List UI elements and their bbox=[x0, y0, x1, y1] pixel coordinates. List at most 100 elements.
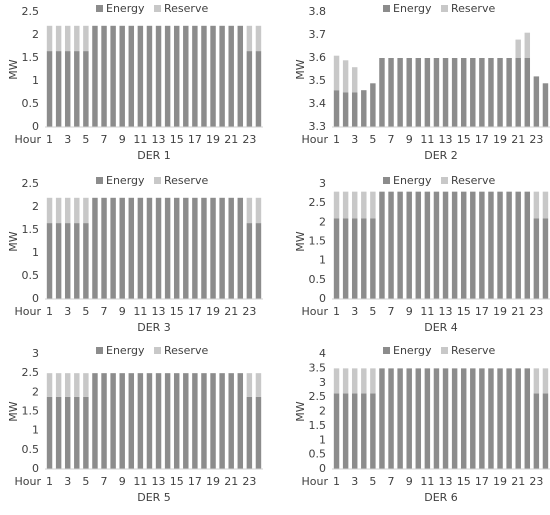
bar-segment bbox=[237, 197, 244, 299]
bar-segment bbox=[101, 25, 107, 127]
bar-segment bbox=[479, 191, 485, 299]
bar-segment bbox=[333, 218, 340, 299]
y-tick-label: 2.5 bbox=[22, 177, 40, 190]
bar-segment bbox=[74, 25, 80, 52]
bar-segment bbox=[524, 191, 531, 299]
bar-segment bbox=[246, 396, 253, 469]
bar-segment bbox=[460, 191, 467, 299]
x-tick-label: 15 bbox=[457, 475, 471, 488]
bar-segment bbox=[515, 191, 521, 299]
bar-segment bbox=[155, 197, 162, 299]
y-tick-label: 3.5 bbox=[309, 74, 327, 87]
bar-segment bbox=[542, 218, 549, 299]
bar-segment bbox=[515, 368, 521, 469]
y-tick-label: 1.5 bbox=[309, 235, 327, 248]
x-tick-label: 9 bbox=[406, 475, 413, 488]
bar-segment bbox=[101, 373, 107, 469]
y-tick-label: 2.5 bbox=[22, 5, 40, 18]
bar-segment bbox=[460, 58, 467, 127]
y-tick-label: 3.4 bbox=[309, 97, 327, 110]
bar-segment bbox=[173, 197, 180, 299]
bar-segment bbox=[470, 368, 476, 469]
y-tick-label: 3 bbox=[319, 376, 326, 389]
bar-segment bbox=[46, 373, 53, 397]
bar-segment bbox=[542, 191, 549, 219]
x-tick-label: 23 bbox=[242, 475, 256, 488]
y-tick-label: 1 bbox=[32, 246, 39, 259]
legend-label: Reserve bbox=[164, 344, 208, 357]
x-tick-label: 23 bbox=[242, 133, 256, 146]
x-tick-label: 9 bbox=[119, 133, 126, 146]
bar-segment bbox=[192, 373, 198, 469]
x-tick-label: 13 bbox=[152, 133, 166, 146]
bar-segment bbox=[524, 368, 531, 469]
y-tick-label: 0.5 bbox=[22, 97, 40, 110]
legend-swatch bbox=[96, 347, 103, 354]
y-tick-label: 3 bbox=[32, 347, 39, 360]
bar-segment bbox=[201, 373, 207, 469]
bar-segment bbox=[146, 373, 153, 469]
y-tick-label: 3.8 bbox=[309, 5, 327, 18]
bar-segment bbox=[451, 191, 458, 299]
bar-segment bbox=[506, 58, 512, 127]
bar-segment bbox=[128, 25, 135, 127]
bar-segment bbox=[342, 393, 349, 469]
bar-segment bbox=[228, 197, 234, 299]
bar-segment bbox=[370, 83, 376, 127]
bar-segment bbox=[237, 373, 244, 469]
bar-segment bbox=[542, 83, 549, 127]
bar-segment bbox=[192, 25, 198, 127]
bar-segment bbox=[55, 25, 62, 52]
legend-label: Reserve bbox=[451, 344, 495, 357]
y-tick-label: 0 bbox=[319, 462, 326, 475]
bar-segment bbox=[497, 58, 503, 127]
bar-segment bbox=[397, 191, 403, 299]
bar-segment bbox=[388, 191, 394, 299]
bar-segment bbox=[333, 393, 340, 469]
x-tick-label: 21 bbox=[511, 305, 525, 318]
y-tick-label: 1 bbox=[32, 424, 39, 437]
y-tick-label: 0.5 bbox=[309, 448, 327, 461]
bar-segment bbox=[488, 191, 494, 299]
x-tick-label: 17 bbox=[188, 305, 202, 318]
x-axis-label: Hour bbox=[302, 475, 329, 488]
bar-segment bbox=[415, 58, 422, 127]
chart-title: DER 3 bbox=[137, 321, 171, 334]
legend-swatch bbox=[441, 5, 448, 12]
x-tick-label: 15 bbox=[170, 305, 184, 318]
x-tick-label: 1 bbox=[46, 475, 53, 488]
bar-segment bbox=[137, 25, 144, 127]
chart-title: DER 1 bbox=[137, 149, 171, 162]
bar-segment bbox=[442, 368, 449, 469]
bar-segment bbox=[173, 373, 180, 469]
x-tick-label: 15 bbox=[457, 305, 471, 318]
x-tick-label: 13 bbox=[439, 133, 453, 146]
legend-label: Reserve bbox=[164, 2, 208, 15]
bar-segment bbox=[524, 58, 531, 127]
y-tick-label: 3.5 bbox=[309, 361, 327, 374]
x-axis-label: Hour bbox=[302, 305, 329, 318]
x-tick-label: 9 bbox=[406, 133, 413, 146]
y-tick-label: 1 bbox=[319, 433, 326, 446]
bar-segment bbox=[488, 368, 494, 469]
bar-segment bbox=[488, 58, 494, 127]
bar-segment bbox=[379, 191, 385, 299]
bar-segment bbox=[219, 373, 225, 469]
bar-segment bbox=[424, 191, 431, 299]
bar-segment bbox=[424, 368, 431, 469]
bar-segment bbox=[342, 218, 349, 299]
legend-swatch bbox=[383, 347, 390, 354]
bar-segment bbox=[397, 368, 403, 469]
y-tick-label: 0 bbox=[32, 120, 39, 133]
bar-segment bbox=[83, 223, 89, 299]
bar-segment bbox=[83, 197, 89, 224]
bar-segment bbox=[542, 368, 549, 394]
chart-title: DER 2 bbox=[424, 149, 458, 162]
bar-segment bbox=[442, 191, 449, 299]
bar-segment bbox=[119, 373, 125, 469]
bar-segment bbox=[201, 25, 207, 127]
bar-segment bbox=[433, 58, 440, 127]
bar-segment bbox=[119, 197, 125, 299]
bar-segment bbox=[460, 368, 467, 469]
bar-segment bbox=[83, 51, 89, 127]
